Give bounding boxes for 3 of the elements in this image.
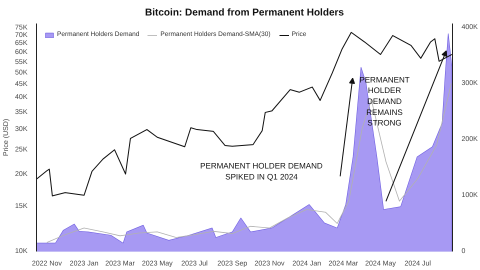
chart-title: Bitcoin: Demand from Permanent Holders: [145, 8, 344, 18]
line-series: [46, 83, 452, 243]
annotation: PERMANENT HOLDER DEMAND SPIKED IN Q1 2024: [200, 162, 323, 182]
